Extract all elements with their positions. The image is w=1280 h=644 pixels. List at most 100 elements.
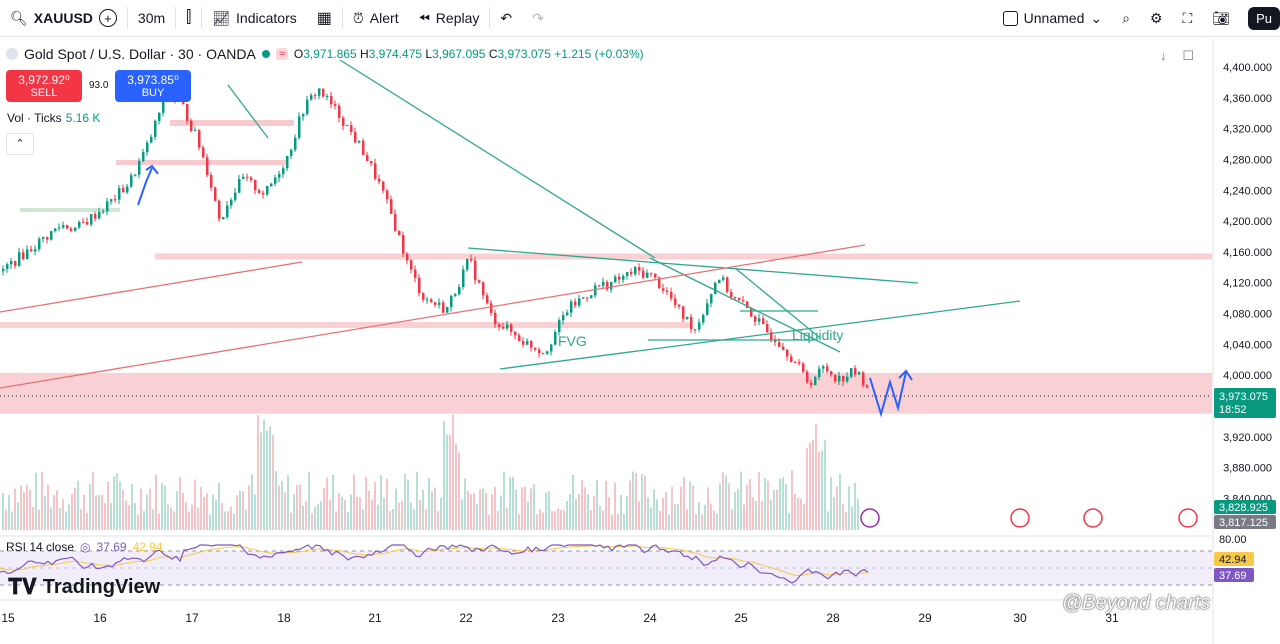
candle-body xyxy=(858,372,861,375)
volume-bar xyxy=(788,513,790,530)
fullscreen-button[interactable]: ⛶ xyxy=(1173,0,1203,36)
volume-bar xyxy=(575,498,577,530)
volume-bar xyxy=(851,506,853,530)
volume-bar xyxy=(359,497,361,530)
volume-bar xyxy=(341,496,343,530)
candle-body xyxy=(758,318,761,322)
volume-bar xyxy=(500,495,502,530)
move-down-icon[interactable]: ↓ xyxy=(1160,48,1167,63)
candle-body xyxy=(518,335,521,342)
candle-body xyxy=(290,149,293,156)
volume-bar xyxy=(722,472,724,530)
buy-button[interactable]: 3,973.85⁰ BUY xyxy=(115,70,191,102)
candle-body xyxy=(598,285,601,287)
undo-button[interactable]: ↶ xyxy=(490,0,522,36)
candle-body xyxy=(118,188,121,200)
publish-button[interactable]: Pu xyxy=(1248,6,1280,30)
rsi-settings-icon[interactable]: ◎ xyxy=(80,540,91,554)
volume-bar xyxy=(56,490,58,530)
volume-bar xyxy=(47,484,49,530)
volume-bar xyxy=(785,484,787,530)
redo-button[interactable]: ↷ xyxy=(522,0,554,36)
candle-body xyxy=(478,280,481,283)
volume-bar xyxy=(704,504,706,530)
candle-body xyxy=(866,385,869,388)
volume-bar xyxy=(452,415,454,530)
volume-bar xyxy=(212,494,214,530)
volume-bar xyxy=(365,476,367,530)
volume-bar xyxy=(653,489,655,530)
volume-bar xyxy=(191,504,193,530)
sell-button[interactable]: 3,972.92⁰ SELL xyxy=(6,70,82,102)
add-symbol-icon[interactable]: + xyxy=(98,9,117,27)
volume-bar xyxy=(635,473,637,530)
volume-bar xyxy=(170,507,172,530)
volume-bar xyxy=(857,499,859,530)
quick-search-button[interactable]: ⌕ xyxy=(1112,0,1140,36)
candle-body xyxy=(10,261,13,265)
candle-body xyxy=(782,346,785,350)
volume-bar xyxy=(479,489,481,530)
fullscreen-icon: ⛶ xyxy=(1182,9,1193,26)
collapse-legend-button[interactable]: ⌃ xyxy=(6,133,34,155)
level-zone xyxy=(116,160,288,165)
candle-body xyxy=(438,302,441,305)
extra-price-label: 3,828.925 xyxy=(1219,502,1268,514)
price-tick-label: 4,320.000 xyxy=(1223,124,1272,136)
volume-bar xyxy=(182,492,184,530)
rsi-ma-value: 42.94 xyxy=(132,540,163,554)
indicators-button[interactable]: 📈︎ Indicators xyxy=(202,0,306,36)
price-tick-label: 4,400.000 xyxy=(1223,62,1272,74)
candle-body xyxy=(850,368,853,377)
time-tick-label: 22 xyxy=(459,611,473,625)
extra-price-badge xyxy=(1214,515,1276,529)
volume-bar xyxy=(293,493,295,530)
volume-bar xyxy=(278,485,280,530)
volume-bar xyxy=(161,483,163,530)
volume-bar xyxy=(731,509,733,530)
candle-body xyxy=(814,377,817,386)
candle-body xyxy=(722,277,725,280)
snapshot-button[interactable]: 📷︎ xyxy=(1202,0,1240,36)
fvg-zone xyxy=(0,322,690,329)
volume-bar xyxy=(299,484,301,530)
maximize-pane-icon[interactable]: ☐ xyxy=(1182,48,1195,63)
volume-bar xyxy=(128,505,130,530)
candle-body xyxy=(194,130,197,132)
volume-bar xyxy=(11,511,13,530)
alert-button[interactable]: ⏰︎ Alert xyxy=(343,0,409,36)
chart-type-button[interactable]: ⫿ xyxy=(176,0,201,36)
candle-body xyxy=(426,299,429,301)
replay-button[interactable]: ⏪︎ Replay xyxy=(409,0,490,36)
settings-button[interactable]: ⚙︎ xyxy=(1140,0,1173,36)
interval-button[interactable]: 30m xyxy=(128,0,175,36)
templates-button[interactable]: ▦ xyxy=(307,0,342,36)
candle-body xyxy=(546,351,549,354)
volume-bar xyxy=(356,496,358,530)
candle-body xyxy=(334,104,337,106)
volume-bar xyxy=(101,494,103,530)
candle-body xyxy=(82,222,85,224)
tradingview-logo[interactable]: 𝐓𝐕 TradingView xyxy=(8,574,160,600)
volume-bar xyxy=(503,471,505,530)
layout-button[interactable]: Unnamed ⌄ xyxy=(993,0,1112,36)
volume-bar xyxy=(155,474,157,530)
volume-bar xyxy=(554,511,556,530)
volume-bar xyxy=(596,479,598,530)
candle-body xyxy=(626,272,629,277)
volume-bar xyxy=(350,494,352,530)
candle-body xyxy=(186,103,189,121)
sell-price: 3,972.92⁰ xyxy=(18,73,70,87)
symbol-search[interactable]: 🔍︎ XAUUSD + xyxy=(0,0,127,36)
volume-bar xyxy=(92,472,94,530)
volume-bar xyxy=(488,514,490,530)
candle-body xyxy=(406,253,409,261)
earnings-event-icon xyxy=(860,508,880,528)
candle-body xyxy=(158,112,161,121)
hide-symbol-icon[interactable] xyxy=(6,48,18,60)
spread-value: 93.0 xyxy=(89,80,109,91)
volume-bar xyxy=(143,510,145,530)
volume-bar xyxy=(638,501,640,530)
volume-bar xyxy=(689,481,691,530)
